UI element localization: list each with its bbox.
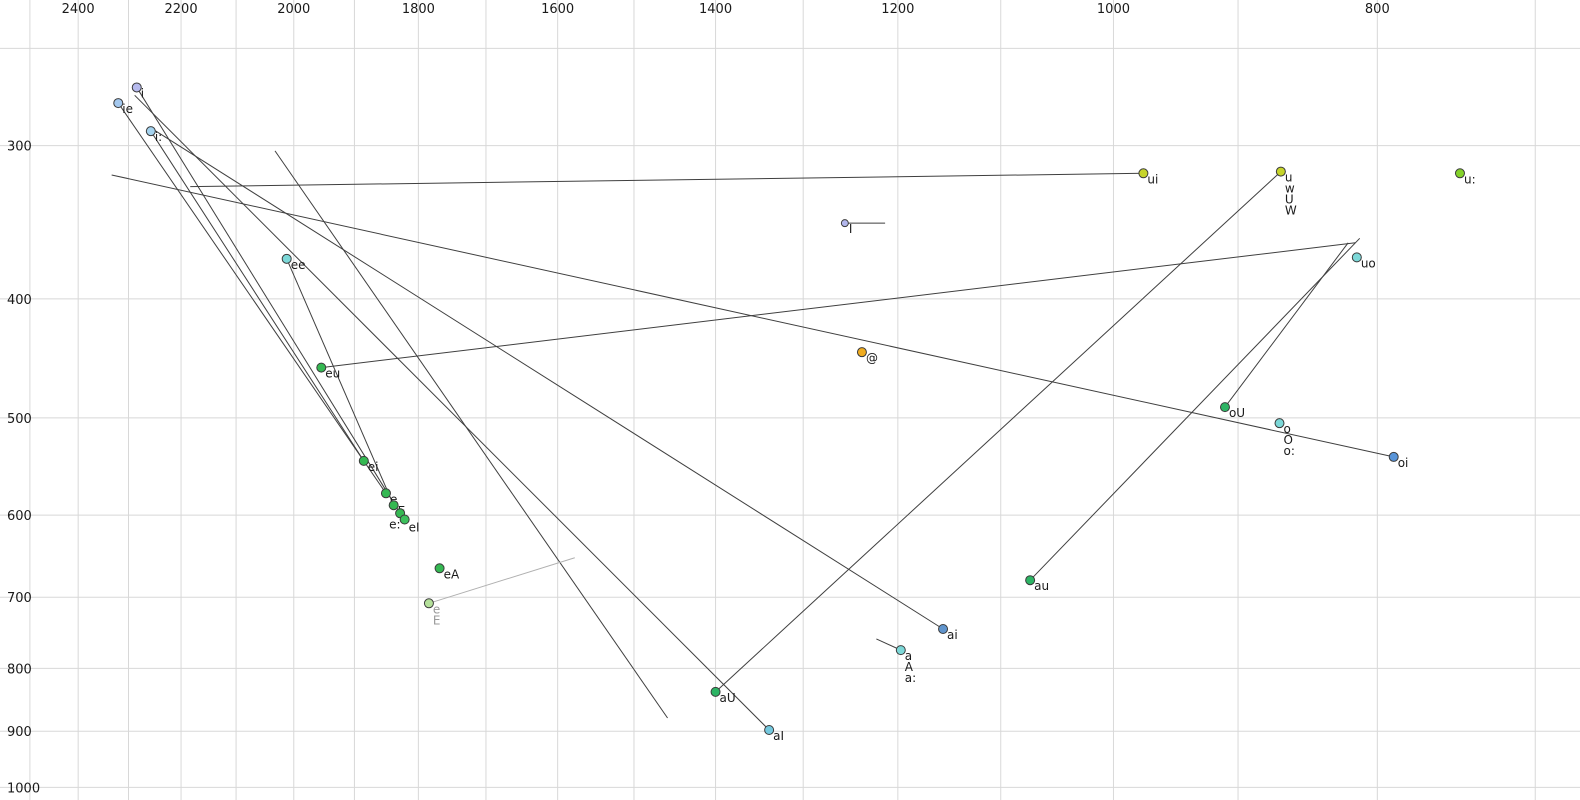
vowel-point-au	[1025, 575, 1036, 586]
trajectory-line-aI-to-i	[134, 94, 770, 731]
vowel-label-e-gray: e	[433, 602, 440, 616]
vowel-point-eA	[434, 563, 445, 574]
trajectory-line-ee-to-e	[286, 258, 395, 506]
y-tick-label: 700	[7, 591, 32, 606]
vowel-point-ie	[113, 98, 124, 109]
vowel-label-eu: eu	[325, 367, 340, 381]
y-tick-label: 400	[7, 293, 32, 308]
y-tick-label: 800	[7, 662, 32, 677]
trajectory-line-long-left-diagonal	[274, 150, 668, 719]
vowel-point-ai	[938, 624, 949, 635]
y-tick-label: 1000	[7, 781, 40, 796]
x-tick-label: 800	[1365, 2, 1390, 17]
vowel-label-i: i:	[155, 130, 162, 144]
vowel-label-u-W: W	[1285, 204, 1297, 218]
vowel-label-e-gray-E: E	[433, 613, 441, 627]
x-tick-label: 1600	[541, 2, 574, 17]
vowel-label-aI: aI	[773, 729, 784, 743]
vowel-point-pt	[856, 347, 867, 358]
vowel-label-o-o: o:	[1283, 444, 1294, 458]
vowel-point-eu	[316, 362, 327, 373]
trajectory-line-ei-to-i	[150, 130, 365, 462]
vowel-point-i	[131, 82, 142, 93]
vowel-point-aU	[710, 686, 721, 697]
trajectory-line-oU-to-u	[1224, 242, 1349, 408]
y-tick-label: 900	[7, 725, 32, 740]
vowel-label-u: u:	[1464, 172, 1476, 186]
vowel-point-o	[1274, 418, 1285, 429]
vowel-point-E	[388, 500, 399, 511]
vowel-label-oU: oU	[1229, 406, 1245, 420]
vowel-label-au: au	[1034, 579, 1049, 593]
y-tick-label: 500	[7, 412, 32, 427]
vowel-label-oi: oi	[1398, 456, 1409, 470]
trajectory-line-ai-to-i	[150, 127, 944, 630]
vowel-label-uo: uo	[1361, 256, 1376, 270]
trajectory-line-au-to-u	[1029, 237, 1361, 581]
y-tick-label: 600	[7, 509, 32, 524]
y-tick-label: 300	[7, 140, 32, 155]
vowel-label-a-A: A	[905, 660, 914, 674]
vowel-label-ai: ai	[947, 628, 958, 642]
vowel-label-a-a: a:	[905, 671, 916, 685]
vowel-label-e: e:	[389, 517, 400, 531]
vowel-label-u-w: w	[1285, 182, 1295, 196]
x-tick-label: 2400	[62, 2, 95, 17]
vowel-point-e	[380, 488, 391, 499]
x-tick-label: 1400	[699, 2, 732, 17]
trajectory-line-eu-to-u	[321, 242, 1356, 369]
vowel-label-ei: ei	[368, 460, 379, 474]
vowel-label-o: o	[1283, 422, 1290, 436]
vowel-label-ui: ui	[1147, 172, 1158, 186]
vowel-point-ee	[281, 253, 292, 264]
x-tick-label: 1200	[881, 2, 914, 17]
vowel-point-oU	[1219, 402, 1230, 413]
trajectory-line-ui-to-i	[190, 172, 1144, 188]
x-tick-label: 2000	[277, 2, 310, 17]
vowel-label-eI: eI	[409, 520, 420, 534]
vowel-point-ui	[1138, 168, 1149, 179]
vowel-point-u	[1454, 168, 1465, 179]
vowel-point-i	[145, 126, 156, 137]
vowel-label-eA: eA	[444, 567, 460, 581]
vowel-label-u: u	[1285, 171, 1293, 185]
vowel-point-a	[895, 645, 906, 656]
vowel-label-I: I	[849, 222, 853, 236]
vowel-point-uo	[1351, 252, 1362, 263]
vowel-point-eI	[399, 514, 410, 525]
vowel-label-i: i	[141, 86, 144, 100]
vowel-label-a: a	[905, 649, 912, 663]
trajectory-line-e-gray-line	[428, 557, 575, 604]
vowel-label-u-U: U	[1285, 193, 1294, 207]
vowel-point-aI	[764, 725, 775, 736]
vowel-point-I	[840, 219, 849, 228]
vowel-label-pt: @	[866, 351, 878, 365]
trajectory-line-ie-to-e	[117, 102, 387, 494]
vowel-label-ee: ee	[291, 258, 306, 272]
vowel-label-aU: aU	[720, 691, 736, 705]
trajectory-line-eI-to-i	[136, 87, 401, 514]
trajectory-line-aU-to-u	[715, 171, 1282, 693]
x-tick-label: 1800	[402, 2, 435, 17]
vowel-label-ie: ie	[122, 102, 133, 116]
vowel-point-ei	[358, 455, 369, 466]
x-tick-label: 2200	[165, 2, 198, 17]
vowel-label-o-O: O	[1283, 433, 1292, 447]
vowel-point-e-gray	[423, 598, 434, 609]
vowel-label-e: e	[390, 492, 397, 506]
vowel-point-oi	[1388, 451, 1399, 462]
x-tick-label: 1000	[1097, 2, 1130, 17]
vowel-point-u	[1275, 166, 1286, 177]
